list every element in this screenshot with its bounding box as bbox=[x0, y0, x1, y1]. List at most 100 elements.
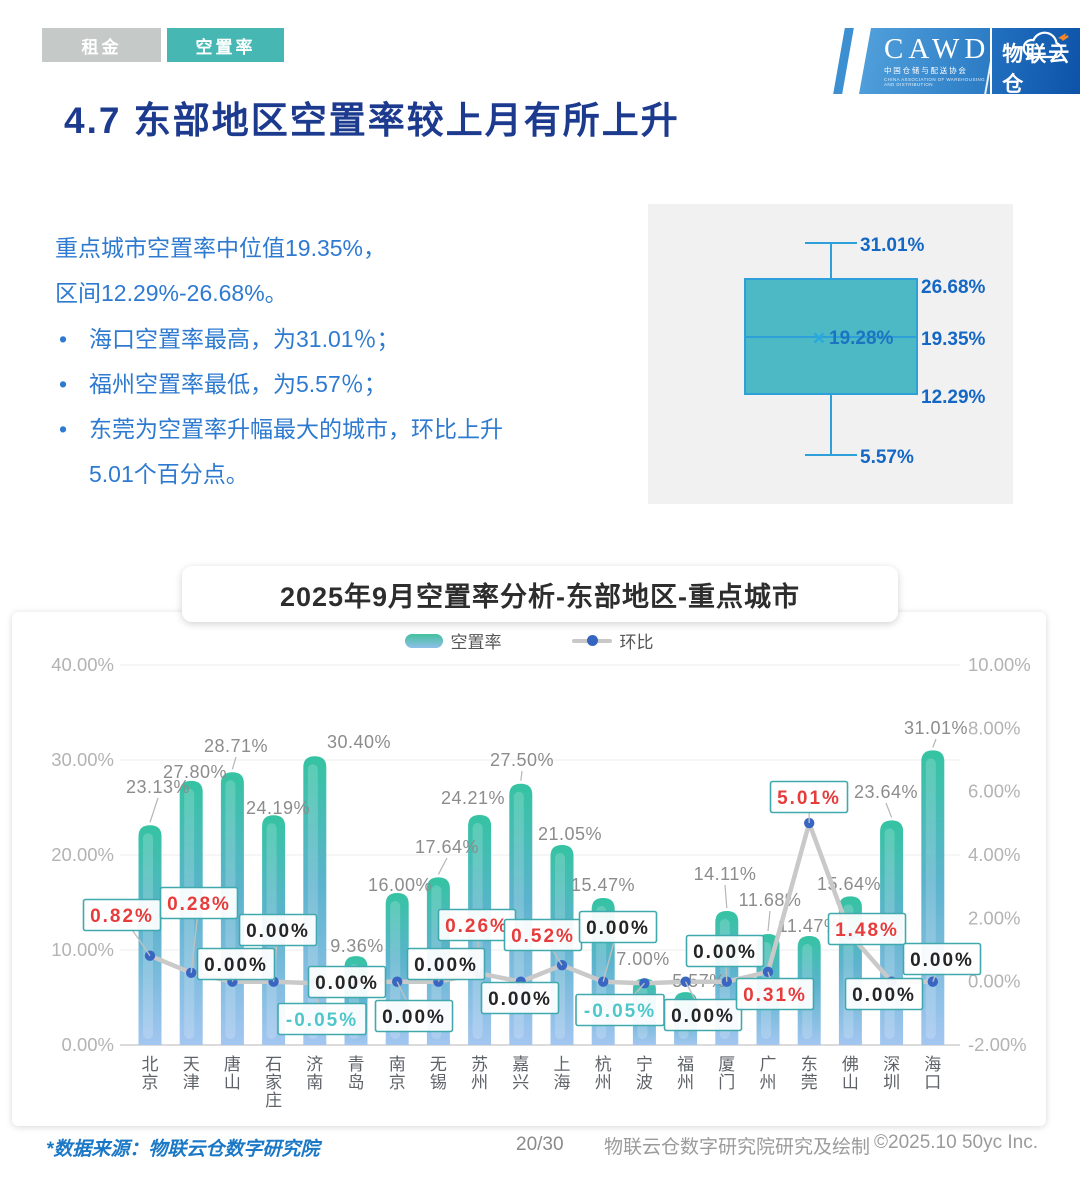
line-point bbox=[804, 817, 815, 829]
x-axis-label: 厦门 bbox=[718, 1055, 735, 1092]
brand-sub-letter: I bbox=[1061, 102, 1065, 111]
x-axis-label: 无锡 bbox=[430, 1055, 447, 1092]
vacancy-combo-chart: 40.00% 30.00% 20.00% 10.00% 0.00% 10.00% 8.00%… bbox=[51, 654, 1031, 1110]
x-axis-label: 南京 bbox=[389, 1055, 406, 1092]
y-axis-label-right: 2.00% bbox=[968, 907, 1020, 928]
mom-badge bbox=[685, 934, 765, 968]
mom-badge-value: 0.52% bbox=[511, 926, 575, 947]
bar-value-label: 23.64% bbox=[854, 782, 918, 802]
mom-badge bbox=[827, 912, 907, 946]
legend-label: 空置率 bbox=[450, 633, 502, 652]
intro-text-block: 重点城市空置率中位值19.35%， 区间12.29%-26.68%。 • 海口空… bbox=[55, 226, 655, 497]
mom-badge-value: 0.00% bbox=[246, 921, 310, 942]
mom-badge-value: 0.00% bbox=[910, 950, 974, 971]
bullet-item: • 海口空置率最高，为31.01％； bbox=[55, 317, 655, 362]
tab-vacancy-rate[interactable]: 空置率 bbox=[167, 28, 284, 62]
bar-label-leader bbox=[520, 770, 523, 781]
mom-badge bbox=[307, 965, 387, 999]
mom-badge bbox=[406, 947, 486, 981]
legend-item-vacancy: 空置率 bbox=[404, 628, 502, 653]
bullet-text: 福州空置率最低，为5.57％； bbox=[89, 371, 387, 397]
tab-rent-label: 租金 bbox=[81, 37, 122, 57]
x-axis-label: 东莞 bbox=[801, 1055, 818, 1092]
bar-legend-swatch bbox=[404, 633, 443, 648]
bullet-dot: • bbox=[59, 416, 68, 442]
intro-line-2: 区间12.29%-26.68%。 bbox=[55, 280, 288, 306]
x-axis-label: 上海 bbox=[554, 1055, 571, 1092]
y-axis-label-right: 6.00% bbox=[968, 781, 1020, 802]
bar-value-label: 24.19% bbox=[246, 798, 310, 818]
mom-badge bbox=[663, 998, 743, 1032]
mom-badge bbox=[374, 999, 454, 1033]
bar-value-label: 23.13% bbox=[126, 777, 190, 797]
cawd-subtitle-en: CHINA ASSOCIATION OF WAREHOUSING AND DIS… bbox=[884, 77, 986, 87]
chart-legend: 空置率 环比 bbox=[12, 628, 1046, 653]
bar-highlight bbox=[925, 758, 936, 1039]
cawd-logo: CAWD 中国仓储与配送协会 CHINA ASSOCIATION OF WARE… bbox=[859, 28, 991, 94]
q3-label: 26.68% bbox=[921, 277, 986, 298]
mom-badge-value: 5.01% bbox=[777, 788, 841, 809]
q1-label: 12.29% bbox=[921, 387, 986, 408]
bullet-text: 海口空置率最高，为31.01％； bbox=[89, 326, 400, 352]
credit-note: 物联云仓数字研究院研究及绘制 bbox=[604, 1137, 871, 1158]
bar-label-leader bbox=[885, 802, 893, 818]
tab-rent[interactable]: 租金 bbox=[42, 28, 161, 62]
bar-label-leader bbox=[724, 884, 728, 909]
intro-bullets: • 海口空置率最高，为31.01％； • 福州空置率最低，为5.57％； • 东… bbox=[55, 317, 655, 497]
bar-value-label: 31.01% bbox=[904, 718, 968, 738]
brand-sub-letter: N bbox=[1064, 102, 1071, 111]
tab-vacancy-rate-label: 空置率 bbox=[195, 37, 256, 57]
bar-value-label: 24.21% bbox=[441, 788, 505, 808]
bar-value-label: 16.00% bbox=[368, 875, 432, 895]
bar-value-label: 30.40% bbox=[327, 732, 391, 752]
logo-banner: CAWD 中国仓储与配送协会 CHINA ASSOCIATION OF WARE… bbox=[859, 28, 1080, 94]
boxplot-chart: × 19.28% 31.01% 26.68% 19.35% 12.29% 5.5… bbox=[744, 235, 986, 468]
bar-label-leader bbox=[437, 857, 448, 875]
mom-badge bbox=[159, 886, 239, 920]
mom-badge-value: 0.28% bbox=[167, 894, 231, 915]
mom-badge-value: 0.82% bbox=[90, 906, 154, 927]
mom-badge-value: 0.00% bbox=[586, 918, 650, 939]
mom-badge-value: 0.31% bbox=[743, 985, 807, 1006]
bar-value-label: 27.80% bbox=[163, 762, 227, 782]
y-axis-label-left: 20.00% bbox=[51, 844, 114, 865]
mom-badge bbox=[769, 780, 849, 814]
mean-marker: × bbox=[813, 327, 825, 350]
bullet-dot: • bbox=[59, 326, 68, 352]
bullet-text: 东莞为空置率升幅最大的城市，环比上升 5.01个百分点。 bbox=[89, 407, 503, 497]
legend-label: 环比 bbox=[619, 633, 654, 652]
x-axis-label: 深圳 bbox=[883, 1055, 900, 1092]
mom-badge-value: 0.00% bbox=[671, 1006, 735, 1027]
page-number: 20/30 bbox=[516, 1134, 564, 1155]
bar-value-label: 28.71% bbox=[204, 736, 268, 756]
x-axis-label: 天津 bbox=[183, 1055, 200, 1092]
y-axis-label-right: 0.00% bbox=[968, 971, 1020, 992]
brand-sub-text: AREHOUSE bbox=[1009, 102, 1062, 111]
mom-badge-value: 0.00% bbox=[204, 955, 268, 976]
mom-badge bbox=[844, 977, 924, 1011]
bar-value-label: 14.11% bbox=[694, 864, 757, 884]
mom-badge-value: -0.05% bbox=[286, 1010, 358, 1031]
mom-badge bbox=[578, 910, 658, 944]
x-axis-label: 佛山 bbox=[842, 1055, 859, 1092]
bar-label-leader bbox=[767, 910, 771, 932]
x-axis-label: 宁波 bbox=[636, 1055, 653, 1092]
mom-badge-value: -0.05% bbox=[584, 1001, 656, 1022]
bullet-item: • 东莞为空置率升幅最大的城市，环比上升 5.01个百分点。 bbox=[55, 407, 655, 497]
y-axis-label-left: 10.00% bbox=[51, 939, 114, 960]
brand-subtitle: WAREHOUSE IN CLOUD bbox=[1002, 102, 1080, 120]
mom-line bbox=[147, 820, 936, 986]
x-axis-label: 唐山 bbox=[224, 1054, 241, 1092]
brand-sub-letter: W bbox=[1002, 102, 1010, 111]
mom-badge-value: 1.48% bbox=[835, 920, 899, 941]
chart-title: 2025年9月空置率分析-东部地区-重点城市 bbox=[279, 581, 801, 612]
mom-badge-value: 0.00% bbox=[382, 1007, 446, 1028]
copyright-note: ©2025.10 50yc Inc. bbox=[874, 1132, 1038, 1153]
bullet-dot: • bbox=[59, 371, 68, 397]
mom-badge bbox=[902, 942, 982, 976]
mom-badge-value: 0.00% bbox=[852, 985, 916, 1006]
mom-badge-value: 0.26% bbox=[445, 916, 509, 937]
chart-card: 空置率 环比 40.00% 30.00% 20.00% 10.00% 0.00% 10.0… bbox=[12, 612, 1046, 1126]
median-label: 19.35% bbox=[921, 329, 986, 350]
mom-badge bbox=[277, 1002, 367, 1036]
